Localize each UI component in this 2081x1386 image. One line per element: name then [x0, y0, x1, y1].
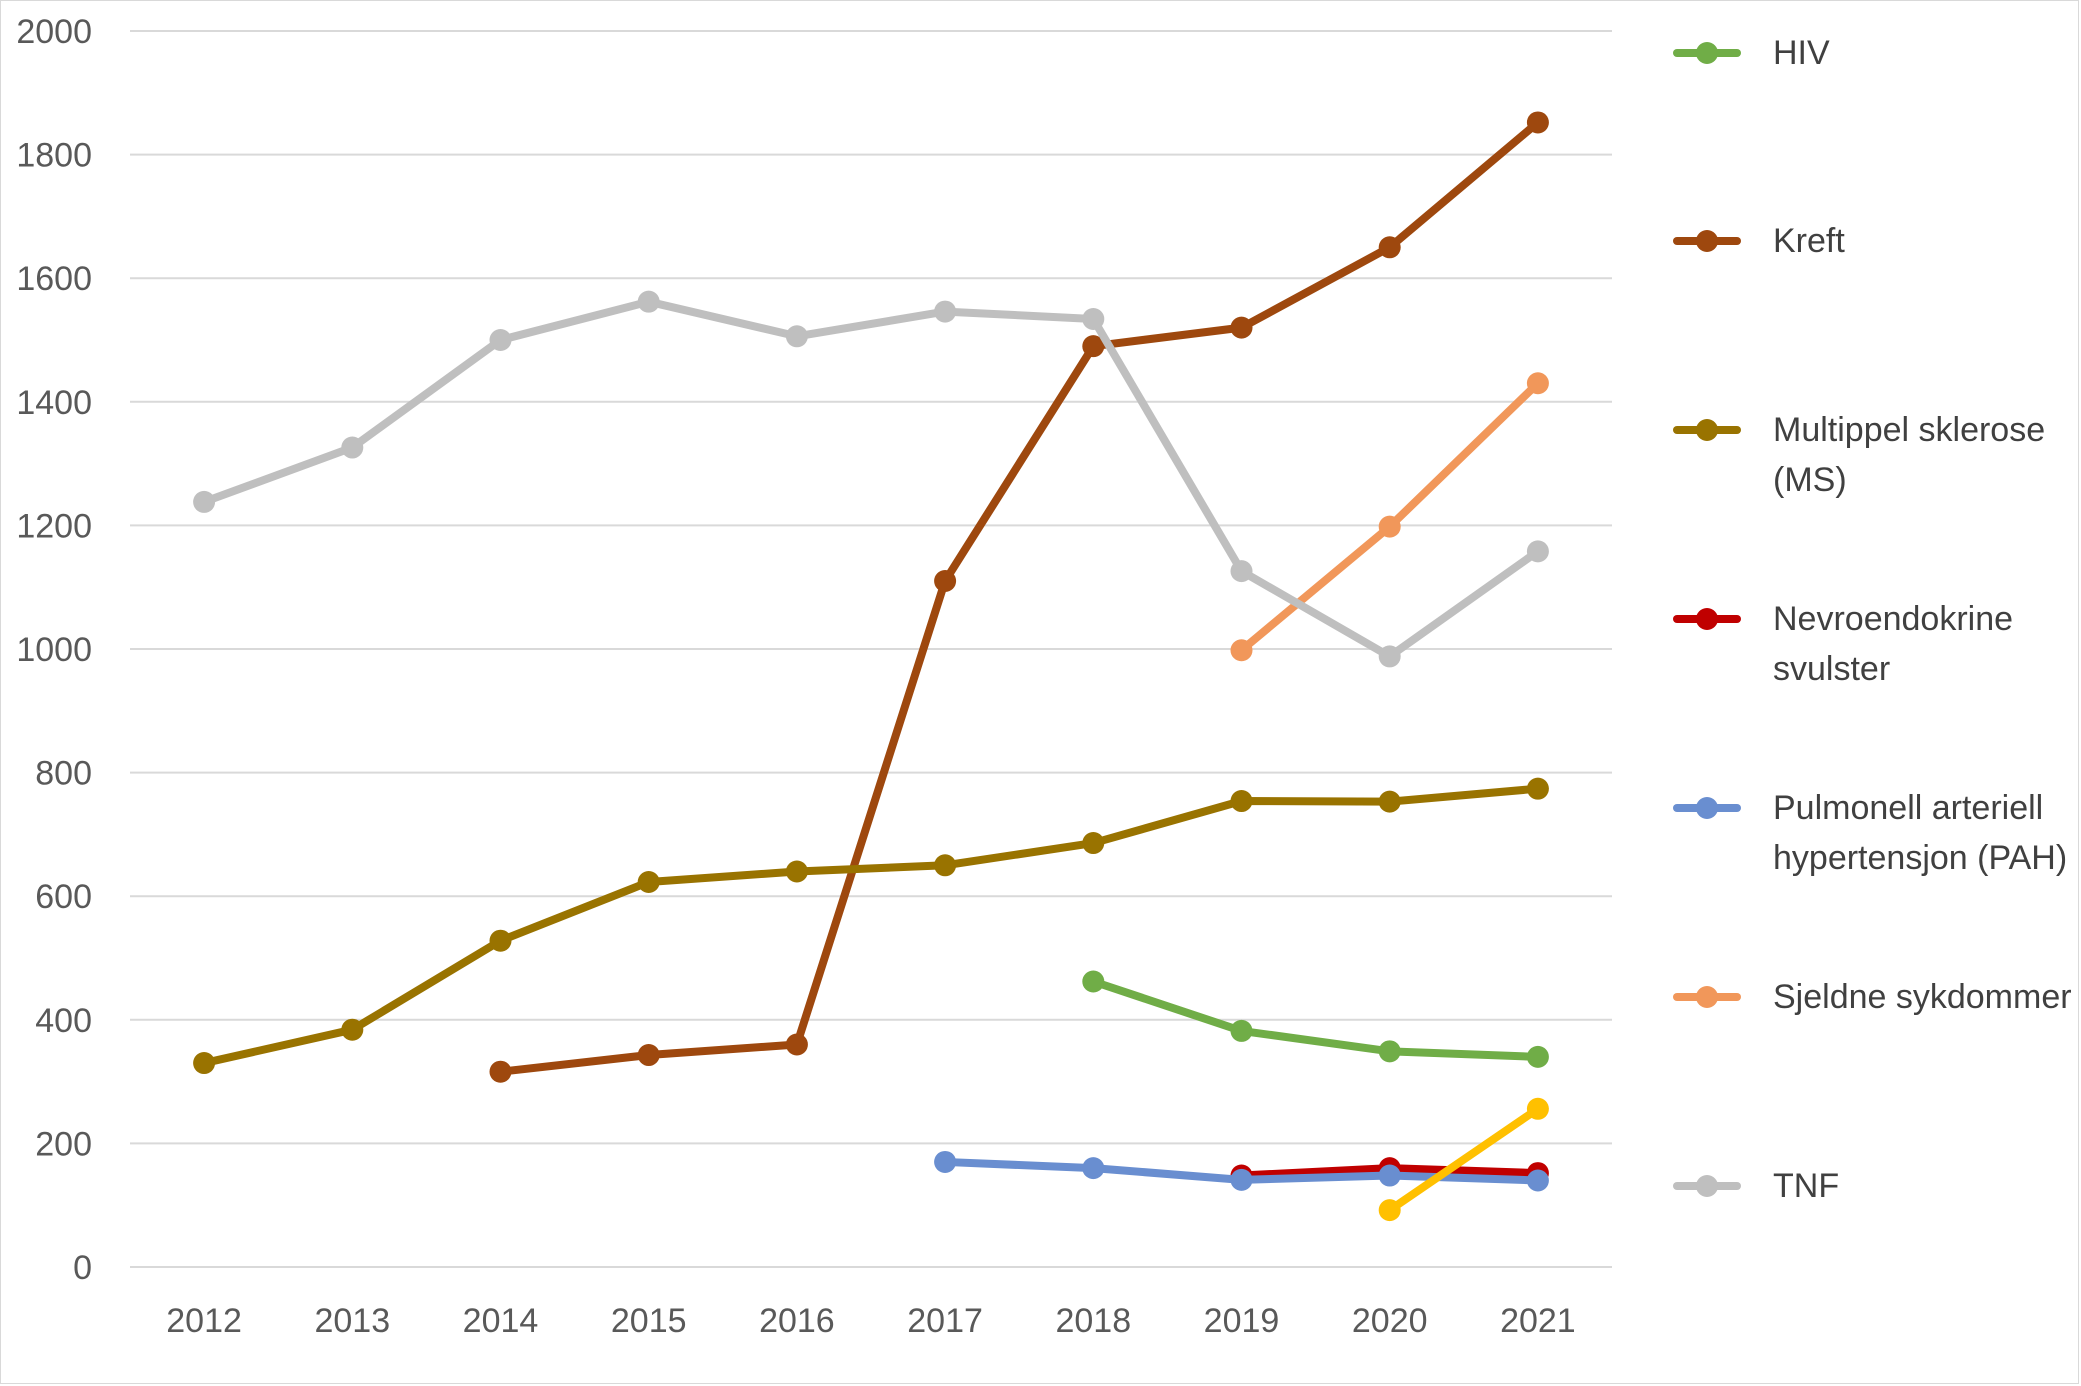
series-kreft	[489, 111, 1549, 1083]
data-point	[1378, 645, 1401, 668]
y-tick-label: 400	[35, 1002, 92, 1040]
x-tick-label: 2019	[1204, 1302, 1280, 1340]
data-point	[934, 300, 957, 323]
data-point	[1230, 1019, 1253, 1042]
legend-marker-icon	[1673, 608, 1741, 630]
data-point	[1526, 1097, 1549, 1120]
legend-label: TNF	[1773, 1167, 1840, 1205]
x-tick-label: 2017	[907, 1302, 983, 1340]
legend-marker-icon	[1673, 230, 1741, 252]
data-point	[637, 290, 660, 313]
series-line	[200, 784, 1542, 1068]
data-point	[193, 490, 216, 513]
data-point	[1378, 790, 1401, 813]
legend-marker-icon	[1673, 986, 1741, 1008]
gridlines	[130, 30, 1612, 1268]
y-tick-label: 1600	[16, 260, 92, 298]
data-point	[1526, 1169, 1549, 1192]
data-point	[785, 860, 808, 883]
y-tick-label: 2000	[16, 13, 92, 51]
data-point	[1378, 515, 1401, 538]
data-point	[934, 854, 957, 877]
legend-label: Pulmonell arteriell hypertensjon (PAH)	[1773, 789, 2068, 877]
data-point	[1230, 316, 1253, 339]
x-axis-ticks: 2012 2013 2014 2015 2016 2017 2018 2019 2020 2021	[166, 1302, 1575, 1340]
y-axis-ticks: 0 200 400 600 800 1000 1200 1400 1600 1800 2000	[16, 13, 92, 1287]
legend: HIV Kreft Multippel sklerose (MS) Nevroendo…	[1665, 0, 2075, 1386]
data-point	[1082, 1157, 1105, 1180]
data-point	[1082, 970, 1105, 993]
x-tick-label: 2018	[1055, 1302, 1131, 1340]
y-tick-label: 1400	[16, 384, 92, 422]
data-point	[1082, 335, 1105, 358]
data-point	[1526, 111, 1549, 134]
data-point	[489, 1060, 512, 1083]
legend-label: HIV	[1773, 34, 1830, 72]
legend-marker-icon	[1673, 1175, 1741, 1197]
data-point	[1082, 832, 1105, 855]
data-point	[1230, 1168, 1253, 1191]
series-sjeldne-sykdommer	[1230, 372, 1549, 662]
data-point	[341, 1018, 364, 1041]
data-point	[341, 436, 364, 459]
x-tick-label: 2015	[611, 1302, 687, 1340]
x-tick-label: 2014	[463, 1302, 539, 1340]
data-point	[1378, 1040, 1401, 1063]
legend-marker-icon	[1673, 419, 1741, 441]
data-point	[934, 570, 957, 593]
data-point	[1082, 307, 1105, 330]
x-tick-label: 2021	[1500, 1302, 1576, 1340]
series-tnf	[193, 290, 1549, 668]
data-point	[1526, 372, 1549, 395]
data-point	[1526, 540, 1549, 563]
data-point	[785, 325, 808, 348]
series-unlabeled	[1378, 1097, 1549, 1222]
data-point	[1526, 1045, 1549, 1068]
x-tick-label: 2013	[314, 1302, 390, 1340]
x-tick-label: 2016	[759, 1302, 835, 1340]
legend-label: Multippel sklerose (MS)	[1773, 411, 2046, 499]
data-point	[1378, 1164, 1401, 1187]
y-tick-label: 200	[35, 1125, 92, 1163]
series-line	[200, 297, 1542, 661]
legend-marker-icon	[1673, 42, 1741, 64]
legend-marker-icon	[1673, 797, 1741, 819]
series-line	[1385, 1104, 1542, 1215]
y-tick-label: 1000	[16, 631, 92, 669]
y-tick-label: 1200	[16, 507, 92, 545]
data-point	[1230, 790, 1253, 813]
data-point	[637, 1044, 660, 1067]
y-tick-label: 600	[35, 878, 92, 916]
y-tick-label: 800	[35, 755, 92, 793]
series-hiv	[1082, 970, 1549, 1068]
x-tick-label: 2012	[166, 1302, 242, 1340]
legend-label: Nevroendokrine svulster	[1773, 600, 2014, 688]
series-line	[1089, 977, 1542, 1061]
data-point	[1526, 777, 1549, 800]
data-point	[193, 1052, 216, 1075]
data-point	[1230, 560, 1253, 583]
series-line	[496, 118, 1542, 1076]
data-point	[637, 870, 660, 893]
data-point	[934, 1150, 957, 1173]
x-tick-label: 2020	[1352, 1302, 1428, 1340]
data-point	[1378, 236, 1401, 259]
data-point	[1230, 639, 1253, 662]
data-point	[489, 929, 512, 952]
y-tick-label: 1800	[16, 137, 92, 175]
series-multippel-sklerose-ms	[193, 777, 1549, 1075]
y-tick-label: 0	[73, 1249, 92, 1287]
data-point	[489, 329, 512, 351]
legend-label: Kreft	[1773, 222, 1845, 260]
data-point	[1378, 1199, 1401, 1222]
series-lines	[193, 111, 1549, 1222]
data-point	[785, 1033, 808, 1056]
legend-label: Sjeldne sykdommer	[1773, 978, 2072, 1016]
